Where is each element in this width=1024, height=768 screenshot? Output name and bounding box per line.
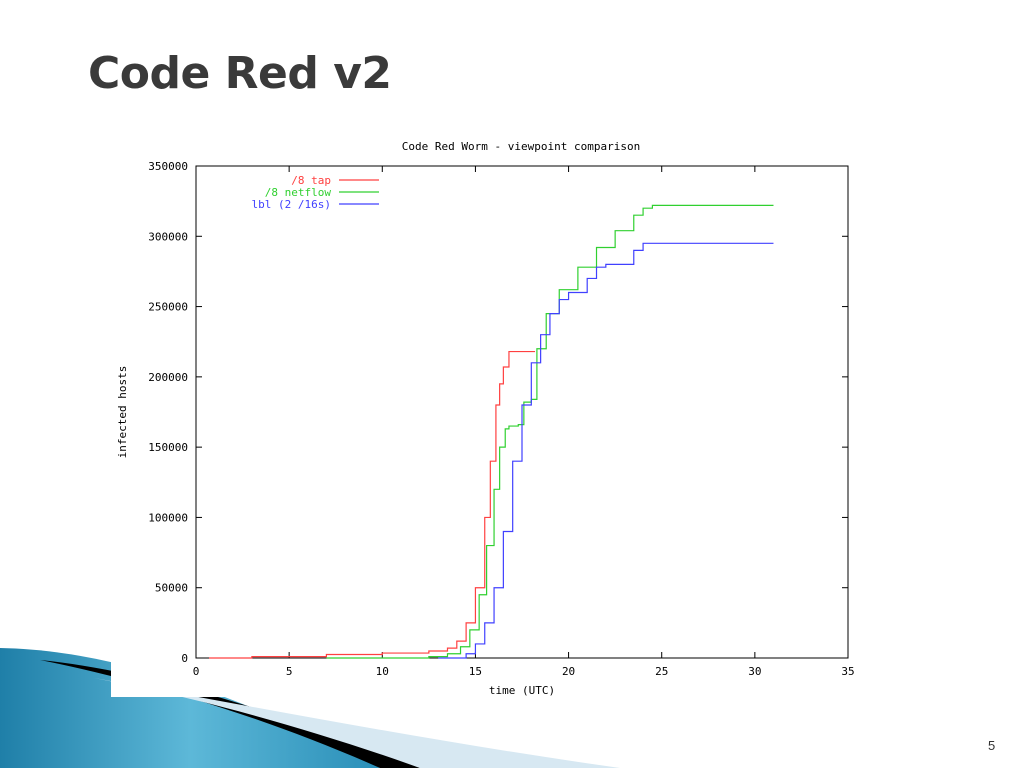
line-chart: Code Red Worm - viewpoint comparison 0 5 1… bbox=[116, 140, 855, 697]
slide-title: Code Red v2 bbox=[88, 48, 392, 99]
legend-label: /8 netflow bbox=[265, 186, 332, 199]
plot-frame bbox=[195, 165, 849, 659]
y-tick-label: 250000 bbox=[148, 301, 188, 314]
series-line bbox=[438, 242, 774, 659]
axis-ticks: 0 5 10 15 20 25 30 35 0 50000 100000 150000 200000 25… bbox=[148, 160, 854, 678]
series-line bbox=[326, 204, 774, 659]
chart-title: Code Red Worm - viewpoint comparison bbox=[402, 140, 640, 153]
y-tick-label: 200000 bbox=[148, 371, 188, 384]
chart-container: Code Red Worm - viewpoint comparison 0 5 1… bbox=[111, 133, 868, 697]
x-tick-label: 25 bbox=[655, 665, 668, 678]
x-tick-label: 5 bbox=[286, 665, 293, 678]
x-tick-label: 15 bbox=[469, 665, 482, 678]
x-tick-label: 20 bbox=[562, 665, 575, 678]
legend-label: lbl (2 /16s) bbox=[252, 198, 331, 211]
x-tick-label: 10 bbox=[376, 665, 389, 678]
y-tick-label: 150000 bbox=[148, 441, 188, 454]
series-line bbox=[209, 350, 536, 659]
x-tick-label: 30 bbox=[748, 665, 761, 678]
y-tick-label: 50000 bbox=[155, 582, 188, 595]
y-tick-label: 300000 bbox=[148, 230, 188, 243]
y-tick-label: 0 bbox=[181, 652, 188, 665]
y-tick-label: 350000 bbox=[148, 160, 188, 173]
slide-number: 5 bbox=[988, 738, 996, 753]
x-axis-label: time (UTC) bbox=[489, 684, 555, 697]
legend-label: /8 tap bbox=[291, 174, 331, 187]
x-tick-label: 35 bbox=[841, 665, 854, 678]
series-lines bbox=[209, 204, 774, 659]
y-axis-label: infected hosts bbox=[116, 366, 129, 459]
y-tick-label: 100000 bbox=[148, 511, 188, 524]
x-tick-label: 0 bbox=[193, 665, 200, 678]
